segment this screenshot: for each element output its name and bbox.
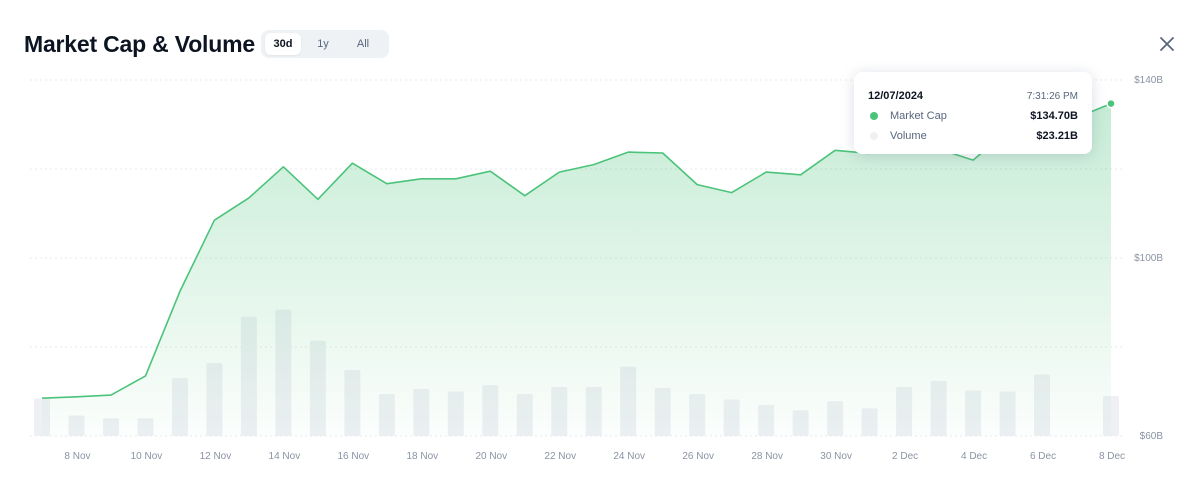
x-tick-label: 20 Nov: [475, 451, 507, 462]
x-tick-label: 18 Nov: [406, 451, 438, 462]
range-30d-button[interactable]: 30d: [265, 33, 301, 55]
tooltip-time: 7:31:26 PM: [1026, 90, 1078, 102]
x-tick-label: 22 Nov: [544, 451, 576, 462]
y-tick-label: $140B: [1134, 75, 1163, 86]
x-tick-label: 14 Nov: [269, 451, 301, 462]
tooltip-date: 12/07/2024: [868, 90, 924, 102]
x-tick-label: 2 Dec: [892, 451, 918, 462]
tooltip-volume-value: $23.21B: [1036, 130, 1078, 142]
chart-tooltip: 12/07/2024 7:31:26 PM Market Cap $134.70…: [854, 72, 1092, 154]
x-tick-label: 26 Nov: [682, 451, 714, 462]
close-icon[interactable]: [1158, 35, 1176, 53]
tooltip-volume-label: Volume: [890, 130, 927, 142]
time-range-selector: 30d 1y All: [261, 30, 389, 58]
x-tick-label: 12 Nov: [200, 451, 232, 462]
x-tick-label: 8 Nov: [64, 451, 90, 462]
y-tick-label: $100B: [1134, 253, 1163, 264]
y-tick-label: $60B: [1140, 431, 1164, 442]
page-title: Market Cap & Volume: [24, 31, 255, 57]
x-tick-label: 16 Nov: [338, 451, 370, 462]
volume-dot-icon: [870, 132, 878, 140]
market-cap-dot-icon: [870, 112, 878, 120]
x-tick-label: 30 Nov: [820, 451, 852, 462]
highlighted-point: [1106, 98, 1116, 109]
tooltip-market-cap-label: Market Cap: [890, 110, 947, 122]
range-all-button[interactable]: All: [356, 38, 370, 50]
range-1y-button[interactable]: 1y: [317, 38, 329, 50]
x-tick-label: 28 Nov: [751, 451, 783, 462]
tooltip-market-cap-value: $134.70B: [1030, 110, 1078, 122]
x-tick-label: 8 Dec: [1099, 451, 1125, 462]
x-tick-label: 10 Nov: [131, 451, 163, 462]
x-tick-label: 24 Nov: [613, 451, 645, 462]
market-cap-area: [42, 103, 1111, 436]
x-tick-label: 4 Dec: [961, 451, 987, 462]
x-tick-label: 6 Dec: [1030, 451, 1056, 462]
